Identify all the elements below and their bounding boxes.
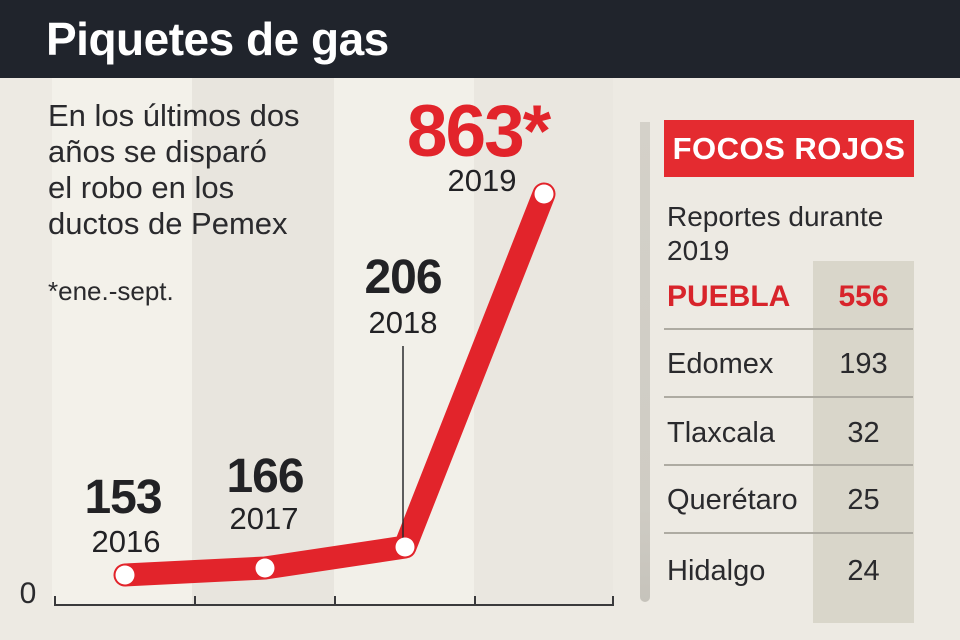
panel-divider-fold [640, 122, 650, 602]
data-point-2019 [534, 184, 554, 204]
table-value-column-bg [813, 261, 914, 623]
x-axis-ticks [194, 596, 476, 605]
panel-title: FOCOS ROJOS [672, 130, 906, 166]
data-point-2018 [395, 537, 415, 557]
y-axis-zero-label: 0 [19, 577, 37, 610]
intro-text-line: el robo en los [48, 170, 235, 205]
table-row-label: Hidalgo [667, 555, 766, 587]
data-line [113, 182, 556, 587]
table-row-label: PUEBLA [667, 280, 791, 313]
intro-text-line: ductos de Pemex [48, 206, 288, 241]
chart-stripe-2017 [192, 78, 334, 605]
table-row-label: Edomex [667, 348, 774, 380]
data-point-2016 [115, 565, 135, 585]
table-row-divider [664, 396, 913, 398]
value-label-2017: 166 [226, 450, 304, 503]
year-label-2017: 2017 [229, 501, 299, 536]
table-row-value: 32 [847, 417, 880, 449]
table-row-divider [664, 532, 913, 534]
year-label-2018: 2018 [368, 305, 438, 340]
table-row-divider [664, 464, 913, 466]
chart-stripe-2018 [334, 78, 474, 605]
intro-text-line: años se disparó [48, 134, 267, 169]
chart-footnote: *ene.-sept. [48, 276, 174, 306]
value-label-2016: 153 [84, 471, 162, 524]
panel-title-box: FOCOS ROJOS [664, 120, 914, 177]
year-label-2016: 2016 [91, 524, 161, 559]
page-title: Piquetes de gas [46, 13, 389, 65]
table-row-divider [664, 328, 913, 330]
value-label-2019: 863* [406, 91, 551, 172]
table-row-value: 193 [839, 348, 888, 380]
value-label-2018: 206 [364, 251, 442, 304]
table-row-value: 556 [838, 280, 889, 313]
panel-subtitle-line: 2019 [667, 235, 730, 266]
data-point-2017 [255, 558, 275, 578]
table-row-value: 25 [847, 484, 880, 516]
table-row-label: Tlaxcala [667, 417, 775, 449]
year-label-2019: 2019 [447, 163, 517, 198]
chart-stripe-2016 [52, 78, 192, 605]
table-row-value: 24 [847, 555, 880, 587]
table-row-label: Querétaro [667, 484, 798, 516]
intro-text-line: En los últimos dos [48, 98, 300, 133]
header-bar: Piquetes de gas [0, 0, 960, 78]
panel-subtitle-line: Reportes durante [667, 201, 884, 232]
